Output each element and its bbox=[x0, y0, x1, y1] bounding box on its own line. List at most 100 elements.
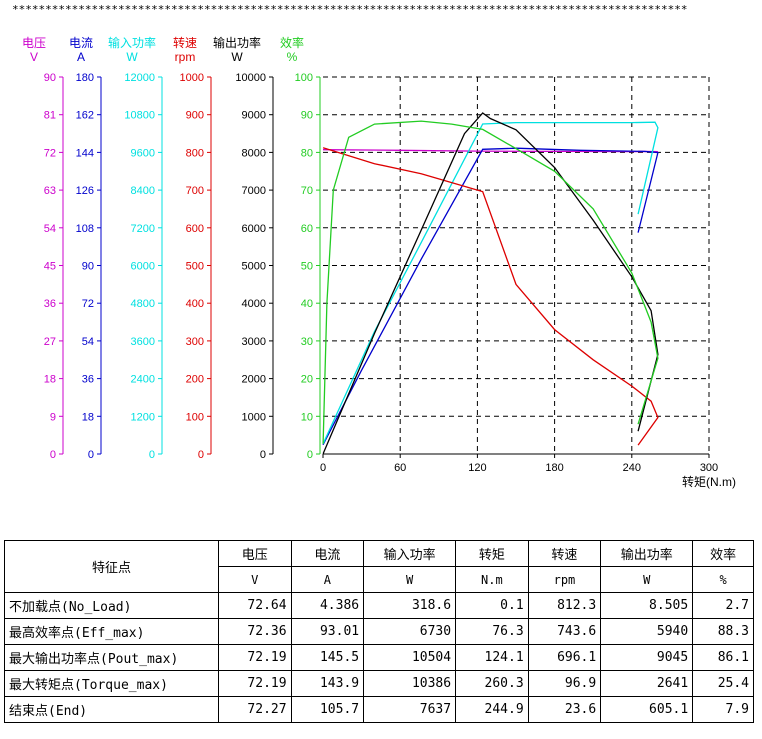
y-tick-label: 81 bbox=[44, 110, 56, 122]
row-value: 23.6 bbox=[527, 696, 602, 723]
table-row: 最高效率点(Eff_max) 72.36 93.01 6730 76.3 743.6 594… bbox=[4, 618, 754, 645]
row-value: 5940 bbox=[600, 618, 694, 645]
y-tick-label: 6000 bbox=[242, 223, 266, 235]
y-tick-label: 0 bbox=[88, 449, 94, 461]
row-value: 9045 bbox=[600, 644, 694, 671]
table-row: 结束点(End) 72.27 105.7 7637 244.9 23.6 605.1 7.9 bbox=[4, 696, 754, 723]
x-tick-label: 300 bbox=[700, 462, 718, 474]
y-tick-label: 180 bbox=[76, 72, 94, 84]
y-tick-label: 90 bbox=[44, 72, 56, 84]
x-tick-label: 0 bbox=[320, 462, 326, 474]
y-tick-label: 4000 bbox=[242, 298, 266, 310]
x-tick-label: 60 bbox=[394, 462, 406, 474]
row-value: 244.9 bbox=[455, 696, 529, 723]
y-tick-label: 80 bbox=[301, 147, 313, 159]
row-value: 143.9 bbox=[290, 670, 365, 697]
y-tick-label: 50 bbox=[301, 261, 313, 273]
column-unit: W bbox=[363, 566, 457, 593]
y-tick-label: 12000 bbox=[124, 72, 155, 84]
y-tick-label: 162 bbox=[76, 110, 94, 122]
row-value: 105.7 bbox=[290, 696, 365, 723]
column-unit: V bbox=[218, 566, 292, 593]
y-tick-label: 100 bbox=[295, 72, 313, 84]
y-tick-label: 7000 bbox=[242, 185, 266, 197]
y-tick-label: 36 bbox=[44, 298, 56, 310]
row-value: 76.3 bbox=[455, 618, 529, 645]
y-tick-label: 900 bbox=[186, 110, 204, 122]
row-name: 最大转矩点(Torque_max) bbox=[4, 670, 219, 697]
y-tick-label: 10800 bbox=[124, 110, 155, 122]
y-tick-label: 10 bbox=[301, 411, 313, 423]
column-unit: W bbox=[600, 566, 694, 593]
column-header: 转速 bbox=[527, 540, 602, 567]
y-tick-label: 2000 bbox=[242, 374, 266, 386]
y-tick-label: 700 bbox=[186, 185, 204, 197]
row-name: 不加载点(No_Load) bbox=[4, 592, 219, 619]
y-tick-label: 8400 bbox=[131, 185, 155, 197]
series-line bbox=[322, 121, 659, 445]
column-header: 电压 bbox=[218, 540, 292, 567]
y-tick-label: 108 bbox=[76, 223, 94, 235]
row-value: 812.3 bbox=[527, 592, 602, 619]
y-tick-label: 54 bbox=[44, 223, 56, 235]
row-value: 6730 bbox=[363, 618, 457, 645]
column-header: 转矩 bbox=[455, 540, 529, 567]
axis-header-name: 电流 bbox=[69, 36, 93, 50]
column-header: 输入功率 bbox=[363, 540, 457, 567]
feature-header: 特征点 bbox=[4, 540, 219, 593]
row-value: 72.27 bbox=[218, 696, 292, 723]
y-tick-label: 20 bbox=[301, 374, 313, 386]
column-unit: % bbox=[692, 566, 754, 593]
axis-header-name: 转速 bbox=[173, 35, 197, 50]
y-tick-label: 10000 bbox=[235, 72, 266, 84]
row-value: 96.9 bbox=[527, 670, 602, 697]
y-tick-label: 0 bbox=[260, 449, 266, 461]
table-row: 不加载点(No_Load) 72.64 4.386 318.6 0.1 812.3 8.50… bbox=[4, 592, 754, 619]
column-unit: A bbox=[290, 566, 365, 593]
y-tick-label: 60 bbox=[301, 223, 313, 235]
y-tick-label: 72 bbox=[44, 147, 56, 159]
row-value: 72.19 bbox=[218, 670, 292, 697]
row-value: 8.505 bbox=[600, 592, 694, 619]
x-tick-label: 240 bbox=[623, 462, 641, 474]
y-tick-label: 70 bbox=[301, 185, 313, 197]
y-tick-label: 40 bbox=[301, 298, 313, 310]
y-tick-label: 90 bbox=[301, 110, 313, 122]
characteristic-points-table: 特征点 电压 电流 输入功率 转矩 转速 输出功率 效率 V A W N.m rpm W% 不加载点(No_… bbox=[4, 540, 754, 723]
y-tick-label: 0 bbox=[198, 449, 204, 461]
y-tick-label: 2400 bbox=[131, 374, 155, 386]
table-header-row: 特征点 电压 电流 输入功率 转矩 转速 输出功率 效率 bbox=[4, 540, 754, 593]
axis-header-unit: V bbox=[30, 50, 38, 64]
y-tick-label: 9 bbox=[50, 411, 56, 423]
y-tick-label: 800 bbox=[186, 147, 204, 159]
row-value: 2641 bbox=[600, 670, 694, 697]
y-tick-label: 63 bbox=[44, 185, 56, 197]
y-tick-label: 36 bbox=[82, 374, 94, 386]
y-tick-label: 4800 bbox=[131, 298, 155, 310]
y-tick-label: 200 bbox=[186, 374, 204, 386]
axis-header-name: 电压 bbox=[22, 36, 46, 50]
row-value: 0.1 bbox=[455, 592, 529, 619]
y-tick-label: 54 bbox=[82, 336, 94, 348]
y-tick-label: 45 bbox=[44, 261, 56, 273]
top-asterisk-rule: ****************************************… bbox=[12, 3, 688, 16]
row-name: 结束点(End) bbox=[4, 696, 219, 723]
y-tick-label: 8000 bbox=[242, 147, 266, 159]
y-tick-label: 18 bbox=[82, 411, 94, 423]
y-tick-label: 600 bbox=[186, 223, 204, 235]
row-value: 605.1 bbox=[600, 696, 694, 723]
column-unit: N.m bbox=[455, 566, 529, 593]
row-value: 145.5 bbox=[290, 644, 365, 671]
row-value: 260.3 bbox=[455, 670, 529, 697]
y-tick-label: 0 bbox=[50, 449, 56, 461]
y-tick-label: 1000 bbox=[242, 411, 266, 423]
motor-characteristic-chart: 电压V90817263544536271890电流A18016214412610… bbox=[22, 35, 736, 489]
y-tick-label: 400 bbox=[186, 298, 204, 310]
row-value: 7637 bbox=[363, 696, 457, 723]
axis-header-unit: W bbox=[126, 50, 138, 64]
axis-header-unit: A bbox=[77, 50, 85, 64]
row-value: 72.36 bbox=[218, 618, 292, 645]
series-line bbox=[322, 149, 658, 153]
row-value: 743.6 bbox=[527, 618, 602, 645]
y-tick-label: 126 bbox=[76, 185, 94, 197]
